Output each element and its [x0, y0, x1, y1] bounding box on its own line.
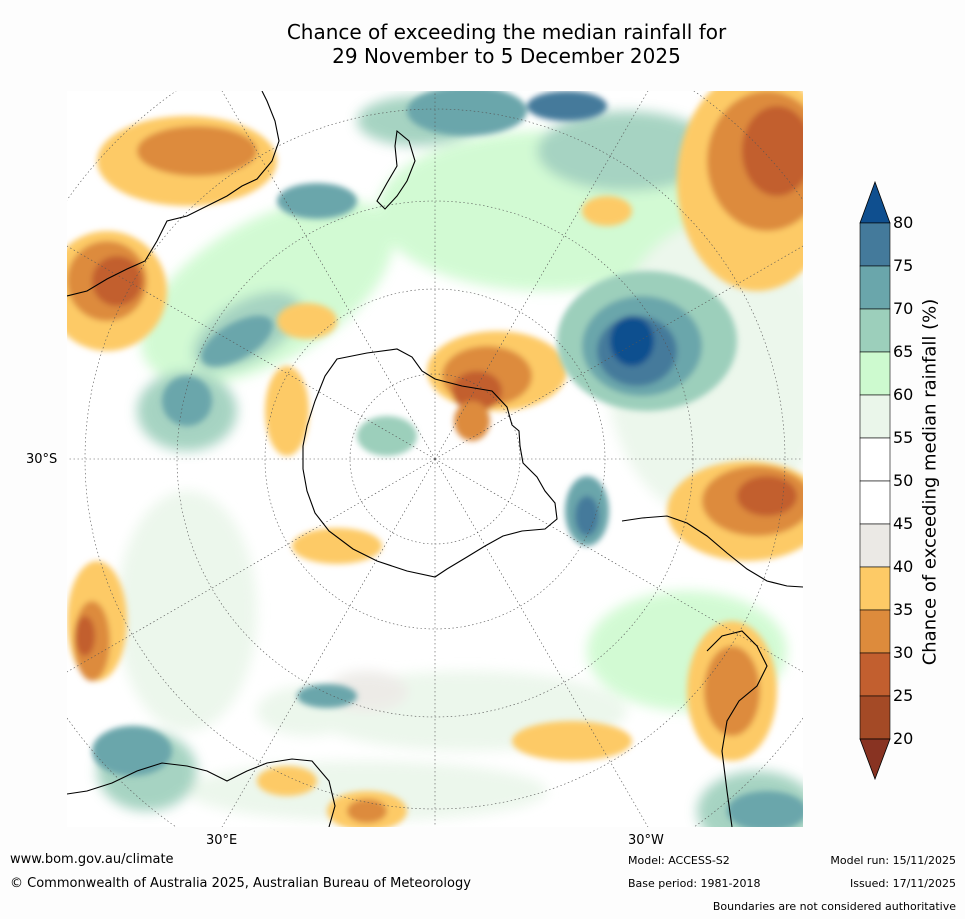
dry-anomalies: [67, 91, 803, 827]
colorbar-band: [859, 566, 891, 611]
colorbar-tick-label: 60: [893, 385, 914, 404]
colorbar-bands: [859, 222, 891, 740]
colorbar-band: [859, 222, 891, 267]
colorbar-band: [859, 523, 891, 568]
colorbar-band: [859, 480, 891, 525]
colorbar-band: [859, 308, 891, 353]
colorbar-tick-label: 70: [893, 299, 914, 318]
map-canvas: [67, 91, 803, 827]
colorbar-tick-label: 25: [893, 686, 914, 705]
africa-coastline: [67, 758, 336, 827]
issued-text: Issued: 17/11/2025: [849, 877, 956, 890]
antarctica-coastline: [302, 348, 558, 578]
colorbar-band: [859, 652, 891, 697]
title-line-2: 29 November to 5 December 2025: [332, 44, 681, 68]
model-text: Model: ACCESS-S2: [628, 854, 730, 867]
map-title: Chance of exceeding the median rainfall …: [0, 20, 965, 68]
colorbar-max-arrow: [859, 180, 891, 224]
coastlines: [67, 91, 803, 827]
colorbar-band: [859, 695, 891, 740]
colorbar-tick-label: 35: [893, 600, 914, 619]
colorbar-band: [859, 609, 891, 654]
colorbar-tick-label: 20: [893, 729, 914, 748]
colorbar-tick-label: 45: [893, 514, 914, 533]
colorbar-tick-label: 65: [893, 342, 914, 361]
colorbar-min-arrow: [859, 738, 891, 781]
colorbar-tick-label: 80: [893, 213, 914, 232]
south-america-south-coastline: [706, 630, 768, 827]
lon-label-30w: 30°W: [628, 833, 664, 848]
colorbar: [859, 180, 891, 781]
colorbar-tick-label: 75: [893, 256, 914, 275]
lon-label-30e: 30°E: [206, 833, 238, 848]
south-america-coastline: [621, 515, 803, 588]
copyright-text: © Commonwealth of Australia 2025, Austra…: [10, 876, 471, 891]
disclaimer-text: Boundaries are not considered authoritat…: [712, 900, 956, 913]
colorbar-tick-label: 50: [893, 471, 914, 490]
colorbar-tick-label: 40: [893, 557, 914, 576]
colorbar-tick-label: 30: [893, 643, 914, 662]
colorbar-tick-label: 55: [893, 428, 914, 447]
colorbar-title: Chance of exceeding median rainfall (%): [919, 298, 941, 666]
lat-label-30s: 30°S: [26, 452, 58, 467]
australia-coastline: [67, 91, 280, 297]
graticule: [67, 91, 803, 827]
model-run-text: Model run: 15/11/2025: [830, 854, 956, 867]
wet-anomalies: [92, 91, 803, 827]
colorbar-band: [859, 437, 891, 482]
colorbar-band: [859, 265, 891, 310]
title-line-1: Chance of exceeding the median rainfall …: [286, 20, 727, 44]
rainfall-map: [67, 91, 803, 827]
base-period-text: Base period: 1981-2018: [628, 877, 761, 890]
website-text: www.bom.gov.au/climate: [10, 852, 174, 867]
colorbar-band: [859, 351, 891, 396]
new-zealand-coastline: [376, 129, 416, 210]
colorbar-band: [859, 394, 891, 439]
